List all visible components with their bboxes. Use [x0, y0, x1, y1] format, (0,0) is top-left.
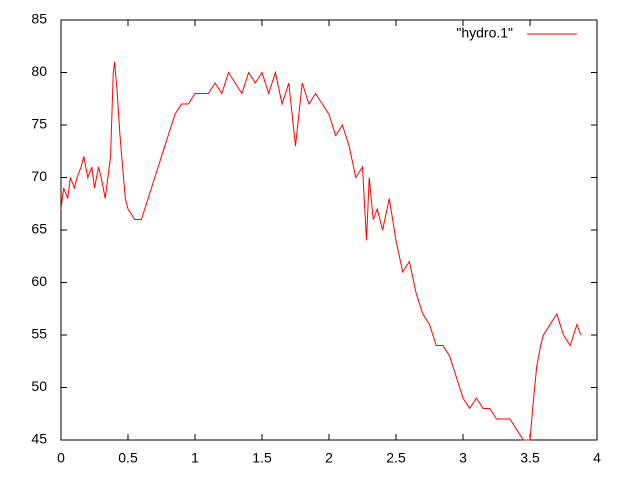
x-tick-label: 1.5 [252, 450, 272, 466]
x-tick-label: 0 [57, 450, 65, 466]
x-tick-label: 4 [593, 450, 601, 466]
y-tick-label: 75 [31, 116, 47, 132]
y-tick-label: 55 [31, 326, 47, 342]
x-tick-label: 2 [325, 450, 333, 466]
y-tick-label: 45 [31, 431, 47, 447]
plot-border [60, 19, 598, 441]
x-tick-label: 1 [191, 450, 199, 466]
y-tick-label: 70 [31, 168, 47, 184]
x-tick-label: 2.5 [386, 450, 406, 466]
x-tick-label: 3.5 [520, 450, 540, 466]
y-tick-label: 85 [31, 11, 47, 27]
y-tick-label: 60 [31, 273, 47, 289]
x-tick-label: 3 [459, 450, 467, 466]
x-tick-label: 0.5 [118, 450, 138, 466]
legend-label: "hydro.1" [456, 25, 513, 41]
data-line [60, 61, 582, 441]
y-tick-label: 65 [31, 221, 47, 237]
y-tick-label: 80 [31, 63, 47, 79]
y-tick-label: 50 [31, 378, 47, 394]
